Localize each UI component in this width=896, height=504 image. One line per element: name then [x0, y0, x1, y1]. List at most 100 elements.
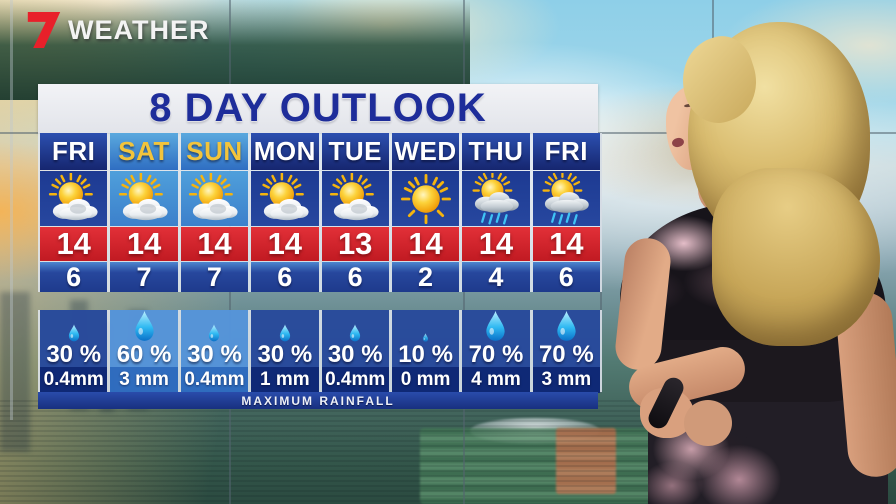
low-temp-value: 2 [418, 261, 434, 292]
high-temp-value: 13 [337, 226, 373, 261]
rain-amount-value: 0 mm [400, 369, 451, 390]
page-title: 8 DAY OUTLOOK [149, 86, 487, 130]
rain-chance-cell: 70 % [533, 341, 600, 368]
rain-amount-value: 0.4mm [325, 369, 386, 390]
logo-text: WEATHER [68, 14, 210, 45]
high-temp-cell: 13 [321, 226, 389, 261]
forecast-day-column: FRI 14 6 [40, 133, 108, 292]
rainfall-footer-label: MAXIMUM RAINFALL [241, 393, 395, 408]
day-label: SUN [186, 136, 243, 166]
day-header: FRI [532, 133, 600, 170]
low-temp-cell: 6 [40, 261, 108, 292]
weather-icon-cell [180, 171, 249, 226]
forecast-day-column: SUN 14 7 [180, 133, 249, 292]
low-temp-cell: 4 [462, 262, 530, 292]
low-temp-cell: 2 [391, 261, 460, 292]
rain-amount-value: 3 mm [119, 369, 169, 390]
day-header: SUN [180, 133, 249, 170]
rain-amount-cell: 3 mm [532, 367, 600, 393]
background-trees [0, 0, 470, 100]
weather-icon-cell [251, 171, 319, 226]
low-temp-cell: 6 [251, 261, 319, 292]
weather-icon-cell [462, 171, 530, 226]
rain-chance-cell: 30 % [40, 341, 107, 368]
rain-amount-cell: 1 mm [251, 367, 319, 393]
weather-icon-cell [110, 171, 178, 226]
rain-chance-cell: 60 % [110, 341, 177, 368]
high-temp-value: 14 [549, 226, 584, 261]
rainfall-board: 30 % 0.4mm 60 % 3 mm 30 % 0.4mm 30 % [38, 310, 602, 393]
rainfall-day-column: 10 % 0 mm [391, 310, 460, 393]
background-courts [556, 428, 616, 494]
rainfall-day-column: 70 % 4 mm [462, 310, 530, 393]
weather-icon-cell [532, 171, 600, 226]
low-temp-value: 6 [347, 261, 363, 292]
forecast-day-column: WED 14 2 [391, 133, 460, 292]
high-temp-value: 14 [197, 226, 232, 261]
rain-chance-value: 70 % [538, 341, 594, 368]
rainfall-day-column: 30 % 0.4mm [180, 310, 249, 393]
day-header: SAT [110, 133, 178, 170]
rain-amount-value: 0.4mm [43, 369, 104, 390]
rain-chance-value: 10 % [398, 341, 453, 368]
rain-chance-cell: 10 % [392, 341, 459, 368]
rain-chance-cell: 30 % [322, 341, 389, 368]
high-temp-value: 14 [56, 226, 91, 261]
low-temp-cell: 7 [110, 261, 178, 292]
rain-amount-cell: 0.4mm [40, 367, 108, 393]
high-temp-cell: 14 [532, 226, 600, 261]
rain-amount-value: 0.4mm [184, 369, 245, 390]
rain-amount-cell: 4 mm [462, 367, 530, 393]
low-temp-value: 6 [66, 261, 82, 292]
wall-seam [10, 0, 13, 420]
rain-amount-value: 3 mm [541, 369, 592, 390]
presenter-hair-side [712, 168, 880, 346]
channel-logo: WEATHER [26, 10, 210, 50]
rain-amount-cell: 0 mm [391, 367, 460, 393]
forecast-day-column: FRI 14 6 [532, 133, 600, 292]
rain-chance-value: 60 % [116, 341, 172, 368]
low-temp-value: 7 [136, 261, 152, 292]
forecast-day-column: MON 14 6 [251, 133, 319, 292]
rain-amount-cell: 0.4mm [180, 367, 249, 393]
rainfall-day-column: 60 % 3 mm [110, 310, 178, 393]
rain-chance-value: 30 % [187, 341, 242, 368]
day-label: THU [468, 136, 524, 166]
rainfall-day-column: 70 % 3 mm [532, 310, 600, 393]
day-header: MON [251, 133, 319, 170]
rain-chance-cell: 70 % [462, 341, 529, 368]
high-temp-cell: 14 [110, 226, 178, 261]
weather-icon-cell [321, 171, 389, 226]
title-banner: 8 DAY OUTLOOK [38, 84, 598, 133]
forecast-day-column: SAT 14 7 [110, 133, 178, 292]
low-temp-cell: 6 [532, 261, 600, 292]
rainfall-day-column: 30 % 1 mm [251, 310, 319, 393]
low-temp-cell: 7 [180, 261, 249, 292]
day-header: TUE [321, 133, 389, 170]
high-temp-value: 14 [126, 226, 162, 261]
rain-chance-cell: 30 % [251, 341, 318, 368]
background-building [0, 292, 30, 452]
day-label: TUE [328, 136, 382, 166]
day-label: WED [394, 136, 457, 166]
high-temp-cell: 14 [391, 226, 460, 261]
seven-network-icon [27, 12, 61, 48]
day-label: MON [253, 136, 316, 166]
low-temp-value: 6 [277, 261, 293, 292]
rain-amount-cell: 0.4mm [321, 367, 389, 393]
presenter-hand [684, 400, 732, 446]
low-temp-value: 7 [206, 261, 222, 292]
rain-chance-value: 30 % [46, 341, 102, 368]
rainfall-day-column: 30 % 0.4mm [40, 310, 108, 393]
high-temp-cell: 14 [40, 226, 108, 261]
forecast-day-column: TUE 13 6 [321, 133, 389, 292]
forecast-board: FRI 14 6 SAT 14 7 SUN 14 [38, 133, 602, 292]
rainfall-footer-bar: MAXIMUM RAINFALL [38, 392, 598, 409]
low-temp-value: 6 [558, 261, 574, 292]
weather-icon-cell [40, 171, 108, 226]
video-wall-texture [0, 400, 660, 504]
rain-amount-cell: 3 mm [110, 367, 178, 393]
rain-chance-value: 30 % [257, 341, 313, 368]
